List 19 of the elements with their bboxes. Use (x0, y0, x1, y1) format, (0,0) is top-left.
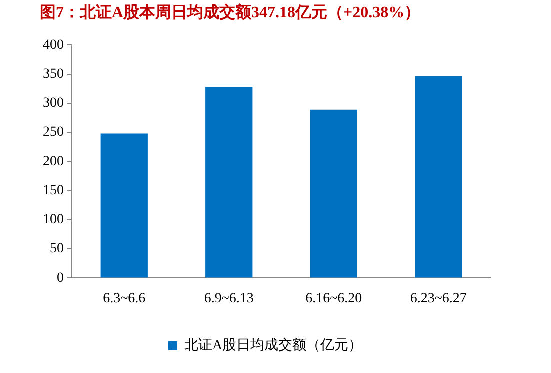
bar (100, 134, 148, 278)
y-tick-label: 350 (43, 66, 64, 82)
y-tick-label: 400 (43, 38, 64, 53)
x-tick-label: 6.23~6.27 (410, 291, 467, 306)
y-tick-label: 50 (50, 242, 64, 257)
y-tick-label: 100 (43, 212, 64, 228)
y-tick-label: 150 (43, 183, 64, 198)
y-tick-label: 200 (43, 154, 64, 170)
y-tick-label: 250 (43, 125, 64, 140)
x-tick-label: 6.3~6.6 (103, 291, 146, 306)
bar (415, 76, 462, 278)
chart-title: 图7：北证A股本周日均成交额347.18亿元（+20.38%） (40, 2, 421, 22)
bar (310, 110, 358, 278)
x-tick-label: 6.9~6.13 (204, 291, 254, 306)
y-tick-label: 0 (57, 270, 64, 286)
legend-label: 北证A股日均成交额（亿元） (184, 338, 363, 354)
x-tick-label: 6.16~6.20 (306, 291, 362, 306)
y-tick-label: 300 (43, 96, 64, 112)
bar (206, 87, 253, 278)
